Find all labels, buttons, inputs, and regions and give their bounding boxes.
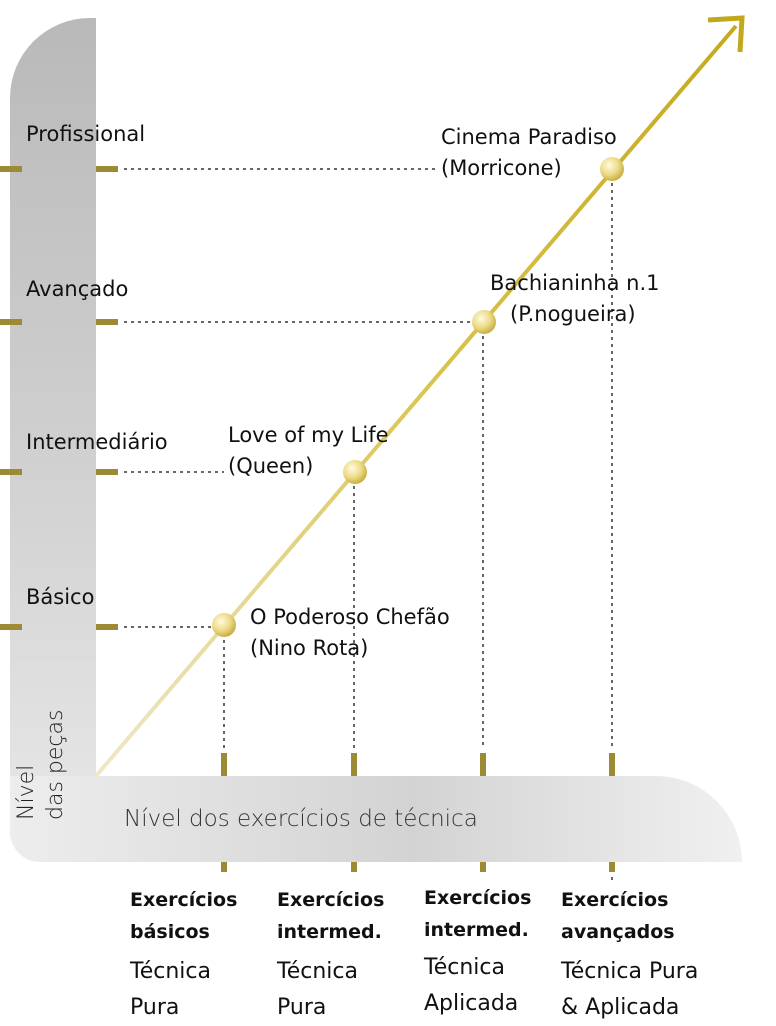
x-tick-below-col-4 [609, 862, 615, 872]
x-tick-below-col-2 [351, 862, 357, 872]
column-sub-line2: Aplicada [424, 991, 519, 1016]
y-tick-right-intermediario [96, 469, 118, 475]
column-sub-line2: Pura [277, 995, 327, 1020]
dot-avancado [472, 310, 496, 334]
column-sub-line1: Técnica [130, 959, 211, 984]
column-sub-line2: & Aplicada [561, 995, 680, 1020]
column-sub-line1: Técnica [277, 959, 358, 984]
level-label-profissional: Profissional [26, 122, 146, 146]
column-desc-2: Exercícios intermed. Técnica Pura [277, 884, 384, 1026]
column-heading-line2: intermed. [277, 921, 382, 943]
y-tick-left-basico [0, 624, 22, 630]
y-tick-right-profissional [96, 166, 118, 172]
level-label-avancado: Avançado [26, 277, 129, 301]
progression-line [94, 24, 738, 778]
y-axis-title-line2: das peças [43, 709, 68, 820]
piece-title: Cinema Paradiso [441, 125, 617, 149]
piece-label-love-of-my-life: Love of my Life (Queen) [228, 420, 389, 482]
piece-label-bachianinha: Bachianinha n.1 (P.nogueira) [490, 268, 660, 330]
piece-composer: (Morricone) [441, 156, 562, 180]
x-tick-col-2 [351, 753, 357, 776]
column-heading-line2: avançados [561, 921, 675, 943]
x-tick-below-col-3 [480, 862, 486, 872]
column-desc-3: Exercícios intermed. Técnica Aplicada [424, 882, 531, 1022]
piece-label-cinema-paradiso: Cinema Paradiso (Morricone) [441, 122, 617, 184]
column-desc-1: Exercícios básicos Técnica Pura [130, 884, 237, 1026]
level-label-intermediario: Intermediário [26, 430, 168, 454]
column-heading-line1: Exercícios [561, 889, 669, 911]
column-heading-line1: Exercícios [277, 889, 385, 911]
column-heading-line2: intermed. [424, 919, 529, 941]
piece-title: Bachianinha n.1 [490, 271, 660, 295]
dot-profissional [600, 157, 624, 181]
y-tick-left-avancado [0, 319, 22, 325]
y-tick-right-basico [96, 624, 118, 630]
vertical-guides [223, 183, 613, 880]
column-desc-4: Exercícios avançados Técnica Pura & Apli… [561, 884, 698, 1026]
column-sub-line1: Técnica Pura [561, 959, 699, 984]
x-tick-col-4 [609, 753, 615, 776]
level-label-basico: Básico [26, 585, 95, 609]
x-tick-col-3 [480, 753, 486, 776]
piece-title: O Poderoso Chefão [250, 605, 450, 629]
x-axis-title: Nível dos exercícios de técnica [124, 806, 478, 832]
column-sub-line1: Técnica [424, 955, 505, 980]
horizontal-guides [124, 168, 474, 628]
y-axis-title-line1: Nível [14, 764, 39, 820]
x-axis-bar [10, 776, 742, 862]
y-tick-left-profissional [0, 166, 22, 172]
piece-composer: (P.nogueira) [510, 302, 636, 326]
x-tick-col-1 [221, 753, 227, 776]
y-axis-bar [10, 18, 96, 860]
column-heading-line1: Exercícios [130, 889, 238, 911]
piece-composer: (Nino Rota) [250, 636, 369, 660]
arrow-head-icon [707, 15, 745, 53]
y-tick-left-intermediario [0, 469, 22, 475]
dot-intermediario [343, 460, 367, 484]
column-heading-line1: Exercícios [424, 887, 532, 909]
dot-basico [212, 613, 236, 637]
y-tick-right-avancado [96, 319, 118, 325]
piece-title: Love of my Life [228, 423, 389, 447]
y-axis-title: Nível das peças [12, 710, 70, 820]
piece-composer: (Queen) [228, 454, 314, 478]
column-sub-line2: Pura [130, 995, 180, 1020]
column-heading-line2: básicos [130, 921, 210, 943]
x-tick-below-col-1 [221, 862, 227, 872]
piece-label-poderoso-chefao: O Poderoso Chefão (Nino Rota) [250, 602, 450, 664]
